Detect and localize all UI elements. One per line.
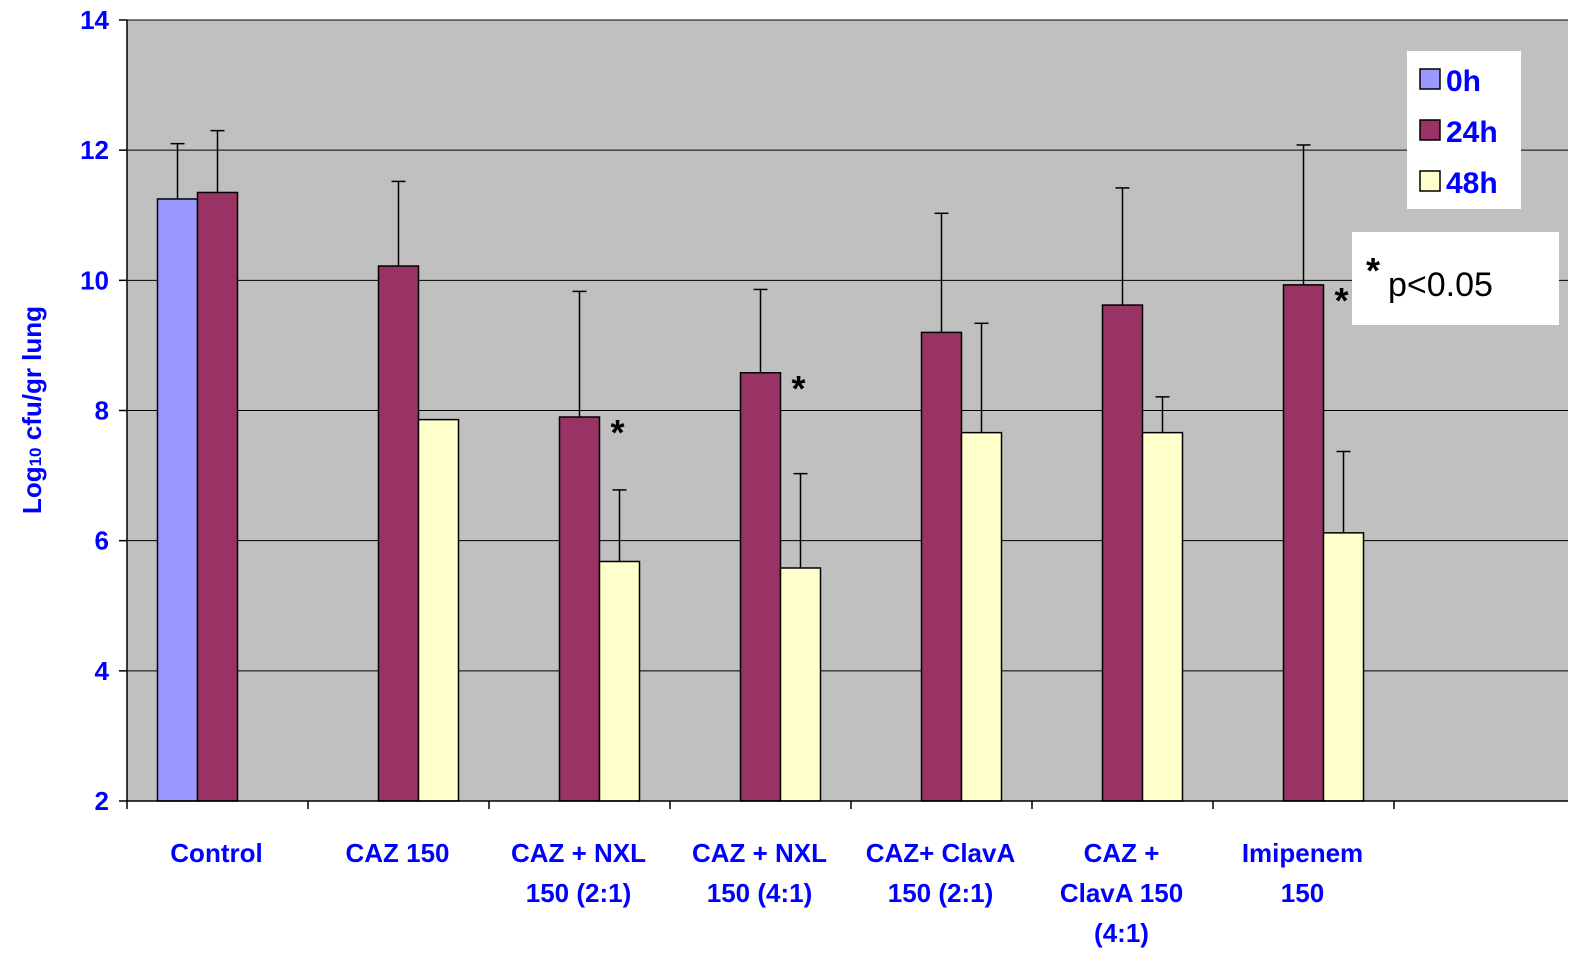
bar-48h (779, 567, 822, 802)
legend-label-48h: 48h (1446, 167, 1498, 200)
legend-swatch-48h (1419, 170, 1441, 192)
y-tick-label: 6 (95, 526, 109, 556)
x-category-labels: Control CAZ 150 CAZ + NXL 150 (2:1)CAZ + NX… (170, 838, 1363, 948)
legend-swatch-0h (1419, 68, 1441, 90)
bar-24h (739, 372, 782, 802)
category-label: CAZ + NXL 150 (2:1) (511, 838, 646, 908)
note-text: p<0.05 (1388, 266, 1493, 304)
category-label: CAZ + NXL 150 (4:1) (692, 838, 827, 908)
category-label-line: CAZ + NXL (692, 838, 827, 868)
category-label-line: CAZ + NXL (511, 838, 646, 868)
bars (156, 191, 1365, 802)
significance-star: * (791, 368, 805, 409)
legend-label-0h: 0h (1446, 65, 1481, 98)
category-label: CAZ 150 (345, 838, 449, 868)
y-tick-label: 8 (95, 396, 109, 426)
bar-24h (377, 265, 420, 802)
bar-24h (1282, 284, 1325, 802)
category-label-line: 150 (4:1) (707, 878, 813, 908)
bar-48h (598, 560, 641, 802)
category-label-line: 150 (1281, 878, 1324, 908)
category-label: CAZ+ ClavA 150 (2:1) (866, 838, 1016, 908)
gridlines (127, 19, 1568, 672)
y-tick-label: 10 (80, 265, 109, 295)
y-axis-title: Log10 cfu/gr lung (17, 306, 47, 514)
category-label-line: (4:1) (1094, 918, 1149, 948)
bar-48h (1322, 532, 1365, 802)
significance-note: * p<0.05 (1352, 232, 1559, 325)
note-box (1352, 232, 1559, 325)
category-label-line: ClavA 150 (1060, 878, 1183, 908)
bar-48h (960, 431, 1003, 802)
significance-star: * (1334, 280, 1348, 321)
category-label-line: CAZ+ ClavA (866, 838, 1016, 868)
legend: 0h 24h 48h (1407, 51, 1521, 209)
category-label-line: Control (170, 838, 262, 868)
y-tick-label: 2 (95, 786, 109, 816)
error-bars (170, 129, 1351, 569)
bar-24h (558, 416, 601, 802)
significance-markers: * * * (610, 280, 1348, 453)
bar-0h (156, 198, 199, 802)
y-tick-label: 14 (80, 5, 109, 35)
category-label: CAZ + ClavA 150 (4:1) (1060, 838, 1183, 948)
note-star: * (1366, 250, 1380, 291)
category-label-line: CAZ + (1084, 838, 1160, 868)
bar-48h (417, 418, 460, 802)
y-tick-label: 12 (80, 135, 109, 165)
bar-24h (920, 331, 963, 802)
category-label-line: 150 (2:1) (888, 878, 994, 908)
y-tick-label: 4 (95, 656, 110, 686)
category-label-line: 150 (2:1) (526, 878, 632, 908)
bar-24h (196, 191, 239, 802)
legend-swatch-24h (1419, 119, 1441, 141)
bar-24h (1101, 304, 1144, 802)
significance-star: * (610, 412, 624, 453)
category-label-line: Imipenem (1242, 838, 1363, 868)
category-label: Imipenem 150 (1242, 838, 1363, 908)
bar-48h (1141, 431, 1184, 802)
legend-label-24h: 24h (1446, 116, 1498, 149)
category-label: Control (170, 838, 262, 868)
y-tick-labels: 2 4 6 8 10 12 14 (80, 5, 109, 816)
axes (119, 19, 1568, 809)
category-label-line: CAZ 150 (345, 838, 449, 868)
